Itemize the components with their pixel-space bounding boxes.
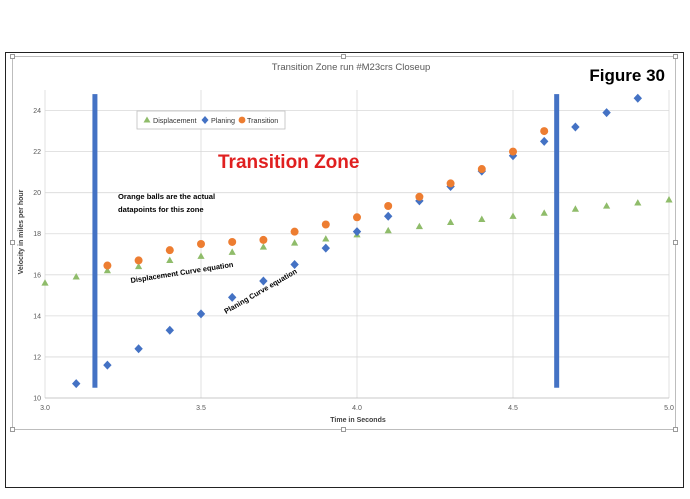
transition-zone-label: Transition Zone xyxy=(218,152,359,173)
planing-point xyxy=(384,211,393,221)
displacement-point xyxy=(135,262,143,270)
displacement-point xyxy=(571,205,579,212)
planing-curve-label: Planing Curve equation xyxy=(223,266,299,315)
planing-point xyxy=(103,360,112,370)
displacement-point xyxy=(41,279,49,286)
resize-handle-left[interactable] xyxy=(10,240,15,245)
displacement-point xyxy=(665,196,673,203)
chart-title: Transition Zone run #M23crs Closeup xyxy=(272,62,431,73)
transition-point xyxy=(134,256,143,265)
resize-handle-bottom-left[interactable] xyxy=(10,427,15,432)
planing-point xyxy=(352,227,362,237)
planing-point xyxy=(602,108,611,118)
legend-transition-label: Transition xyxy=(247,116,278,125)
planing-point xyxy=(72,379,81,389)
legend-box xyxy=(136,110,286,130)
planing-point xyxy=(290,260,299,270)
y-tick-label: 22 xyxy=(33,149,41,156)
legend: Displacement Planing Transition xyxy=(136,110,286,130)
x-tick-label: 4.5 xyxy=(508,405,518,412)
displacement-point xyxy=(634,199,642,206)
y-axis-label: Velocity in miles per hour xyxy=(18,189,25,274)
resize-handle-top-right[interactable] xyxy=(673,54,678,59)
figure-label: Figure 30 xyxy=(589,66,665,85)
resize-handle-right[interactable] xyxy=(673,240,678,245)
transition-point xyxy=(384,202,393,211)
displacement-point xyxy=(603,202,611,209)
y-tick-label: 20 xyxy=(33,190,41,197)
displacement-point xyxy=(72,273,80,280)
planing-point xyxy=(259,276,268,286)
y-tick-label: 12 xyxy=(33,354,41,361)
transition-point xyxy=(353,213,361,222)
planing-point xyxy=(165,325,174,335)
planing-point xyxy=(134,344,143,354)
transition-point xyxy=(415,192,424,201)
legend-displacement-marker xyxy=(143,116,151,123)
displacement-point xyxy=(322,235,330,242)
planing-point xyxy=(633,93,642,103)
displacement-point xyxy=(384,226,392,234)
y-tick-label: 16 xyxy=(33,272,41,279)
series-points xyxy=(41,93,673,389)
displacement-point xyxy=(540,209,548,216)
transition-point xyxy=(165,246,174,255)
legend-displacement-label: Displacement xyxy=(153,116,197,125)
transition-point xyxy=(446,179,455,188)
figure-frame xyxy=(5,52,684,488)
transition-point xyxy=(509,147,517,156)
x-tick-label: 3.0 xyxy=(40,405,50,412)
displacement-point xyxy=(509,212,517,219)
transition-point xyxy=(259,235,268,244)
x-tick-label: 4.0 xyxy=(352,405,362,412)
x-tick-label: 3.5 xyxy=(196,405,206,412)
y-tick-label: 10 xyxy=(33,396,41,403)
displacement-point xyxy=(447,218,455,226)
planing-point xyxy=(540,136,549,146)
transition-point xyxy=(477,165,486,174)
displacement-point xyxy=(197,252,205,259)
transition-point xyxy=(228,237,237,246)
transition-point xyxy=(321,220,330,229)
zone-boundary-bar xyxy=(554,94,560,388)
legend-transition-marker xyxy=(238,116,246,124)
planing-point xyxy=(571,122,580,132)
legend-planing-marker xyxy=(201,116,209,124)
resize-handle-bottom-right[interactable] xyxy=(673,427,678,432)
y-tick-label: 24 xyxy=(33,108,41,115)
planing-point xyxy=(321,243,330,253)
displacement-point xyxy=(166,256,174,264)
planing-point xyxy=(196,309,206,319)
legend-planing-label: Planing xyxy=(211,116,235,125)
transition-point xyxy=(103,261,112,270)
transition-point xyxy=(540,127,549,136)
planing-point xyxy=(228,292,237,302)
displacement-point xyxy=(478,215,486,222)
note-line-2: datapoints for this zone xyxy=(118,205,204,214)
displacement-point xyxy=(415,222,423,230)
x-axis-label: Time in Seconds xyxy=(330,417,386,424)
displacement-point xyxy=(259,243,267,250)
displacement-point xyxy=(228,248,236,255)
resize-handle-top-left[interactable] xyxy=(10,54,15,59)
resize-handle-bottom[interactable] xyxy=(341,427,346,432)
transition-point xyxy=(197,240,205,248)
x-tick-label: 5.0 xyxy=(664,405,674,412)
displacement-point xyxy=(291,239,299,246)
zone-boundary-bar xyxy=(92,94,98,388)
axis-ticks: 10 12 14 16 18 20 22 24 3.0 3.5 4.0 4.5 5.0 xyxy=(33,108,674,412)
zone-boundaries xyxy=(92,94,560,388)
displacement-curve-label: Displacement Curve equation xyxy=(130,260,235,285)
displacement-point xyxy=(103,266,111,274)
resize-handle-top[interactable] xyxy=(341,54,346,59)
note-line-1: Orange balls are the actual xyxy=(118,192,215,201)
y-tick-label: 18 xyxy=(33,231,41,238)
transition-point xyxy=(290,227,299,236)
y-tick-label: 14 xyxy=(33,313,41,320)
